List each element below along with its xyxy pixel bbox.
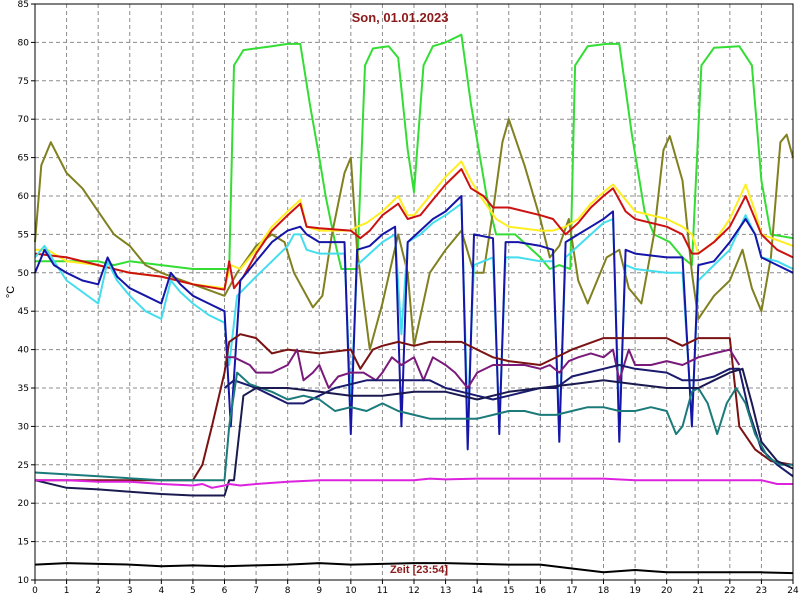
x-tick-label: 19: [629, 586, 641, 596]
x-tick-label: 23: [756, 586, 767, 596]
x-tick-label: 2: [95, 586, 101, 596]
y-tick-label: 15: [18, 538, 29, 548]
x-tick-label: 5: [190, 586, 196, 596]
y-tick-label: 55: [18, 230, 29, 240]
x-tick-label: 21: [693, 586, 704, 596]
series-line-12: [35, 477, 793, 489]
series-line-10: [34, 371, 793, 482]
chart-title: Son, 01.01.2023: [352, 10, 449, 25]
x-tick-label: 17: [566, 586, 577, 596]
series-line-11: [34, 367, 794, 497]
y-tick-label: 85: [18, 0, 29, 10]
plot-frame: [34, 3, 794, 581]
x-tick-label: 12: [408, 586, 419, 596]
series-line-1: [35, 33, 794, 270]
series-group: [34, 33, 794, 575]
y-tick-label: 20: [18, 499, 30, 509]
series-line-13: [34, 562, 794, 575]
series-line-2: [34, 118, 794, 351]
y-tick-label: 80: [18, 38, 30, 48]
x-tick-label: 16: [535, 586, 547, 596]
y-tick-labels: 10 15 20 25 30 35 40 45 50 55 60 65 70 75 80 85: [18, 0, 30, 586]
x-tick-label: 18: [598, 586, 610, 596]
y-tick-label: 70: [18, 115, 30, 125]
y-tick-label: 10: [18, 576, 30, 586]
x-tick-label: 14: [471, 586, 483, 596]
x-tick-label: 10: [345, 586, 357, 596]
y-tick-label: 50: [18, 269, 30, 279]
series-line-9: [223, 364, 794, 478]
series-line-7: [35, 333, 794, 482]
x-tick-label: 3: [127, 586, 133, 596]
x-tick-label: 24: [787, 586, 799, 596]
x-tick-label: 0: [32, 586, 38, 596]
x-tick-label: 9: [316, 586, 322, 596]
y-tick-label: 30: [18, 422, 30, 432]
x-tick-label: 15: [503, 586, 514, 596]
x-tick-label: 20: [661, 586, 673, 596]
y-axis-label: °C: [5, 286, 17, 298]
x-tick-label: 1: [64, 586, 70, 596]
x-tick-label: 13: [440, 586, 451, 596]
x-tick-label: 4: [158, 586, 164, 596]
x-tick-labels: 0 1 2 3 4 5 6 7 8 9 10 11 12 13 14 15 16 17 18 19 20 21 22 23 24: [32, 586, 799, 596]
y-tick-label: 60: [18, 192, 30, 202]
x-tick-label: 11: [377, 586, 388, 596]
y-tick-label: 45: [18, 307, 29, 317]
series-line-6: [34, 195, 794, 451]
x-tick-label: 22: [724, 586, 735, 596]
series-line-4: [34, 168, 794, 291]
y-tick-label: 75: [18, 77, 29, 87]
x-tick-label: 8: [285, 586, 291, 596]
axes: [31, 3, 794, 584]
x-tick-label: 7: [253, 586, 259, 596]
y-tick-label: 25: [18, 461, 29, 471]
y-tick-label: 40: [18, 346, 30, 356]
series-line-8: [224, 348, 741, 389]
x-tick-label: 6: [222, 586, 228, 596]
y-tick-label: 35: [18, 384, 29, 394]
x-axis-label: Zeit [23:54]: [390, 564, 448, 576]
y-tick-label: 65: [18, 154, 29, 164]
